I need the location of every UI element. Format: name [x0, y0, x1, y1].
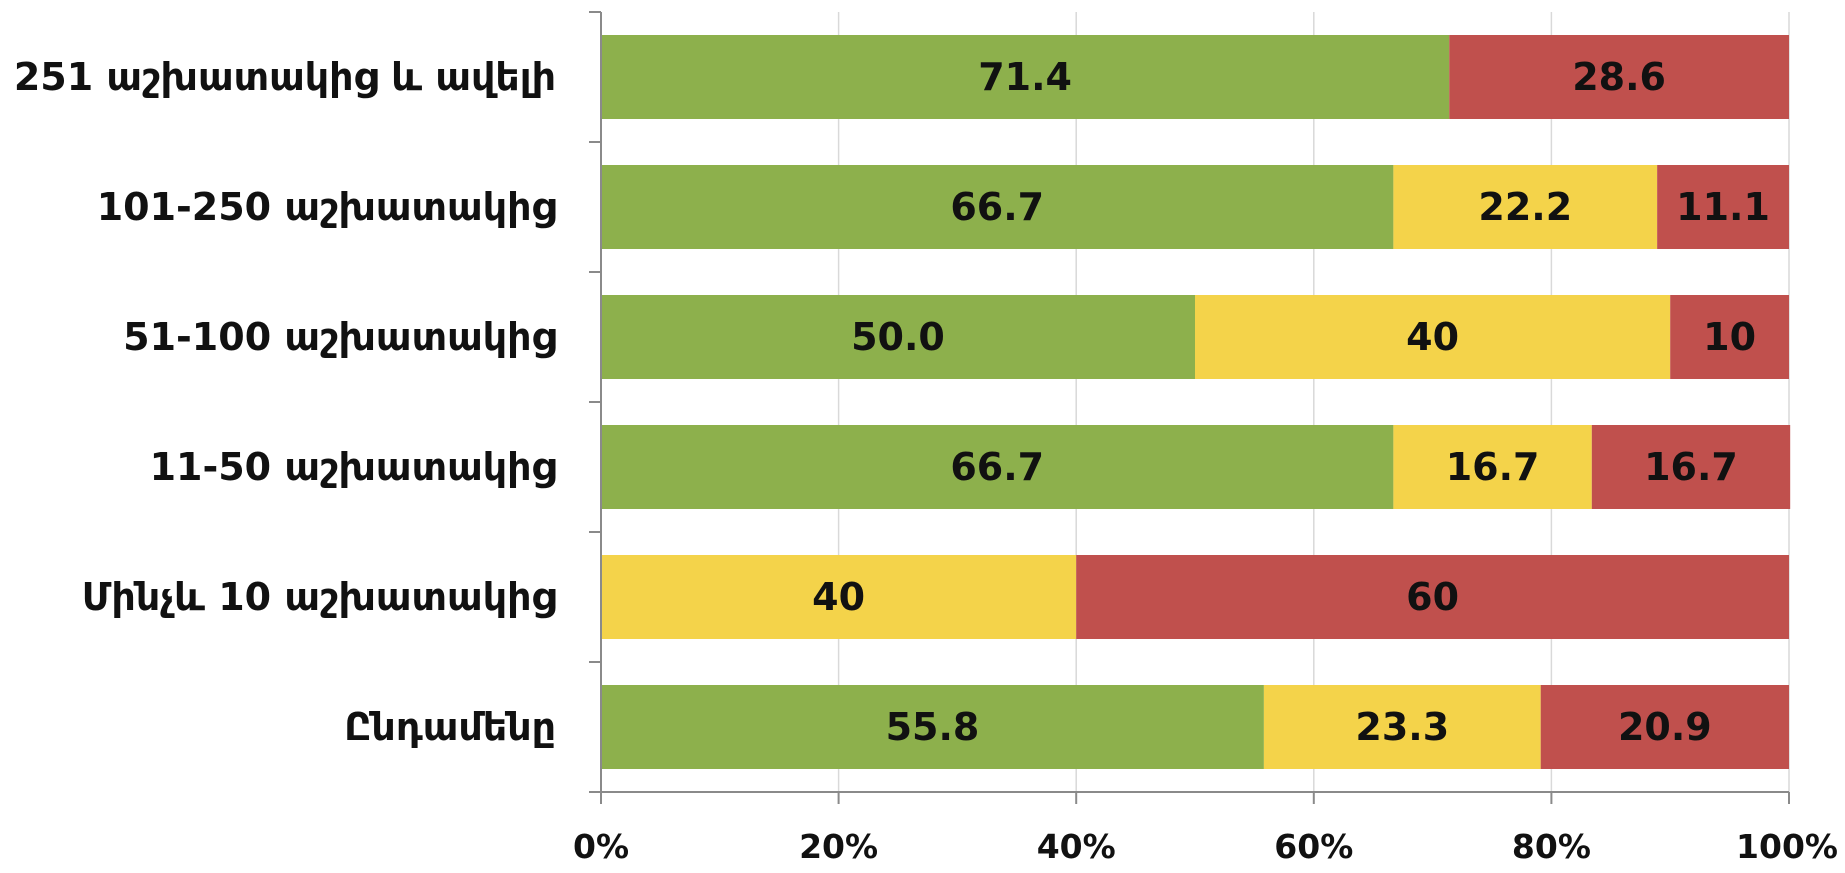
bar-segment — [601, 425, 1394, 509]
x-tick-label: 80% — [1512, 827, 1591, 866]
category-label: 51-100 աշխատակից — [123, 315, 556, 359]
data-label: 28.6 — [1572, 55, 1666, 99]
bar-segment — [601, 295, 1195, 379]
bar-segment — [1591, 425, 1791, 509]
category-label: 251 աշխատակից և ավելի — [14, 55, 556, 99]
data-label: 71.4 — [978, 55, 1072, 99]
bar-segment — [1540, 685, 1789, 769]
category-label: 101-250 աշխատակից — [97, 185, 556, 229]
data-label: 40 — [1406, 315, 1459, 359]
data-label: 50.0 — [851, 315, 945, 359]
bar-segment — [601, 555, 1077, 639]
bars — [601, 35, 1791, 769]
data-label: 60 — [1406, 575, 1459, 619]
data-label: 16.7 — [1644, 445, 1738, 489]
x-tick-label: 60% — [1274, 827, 1353, 866]
labels: 71.4 28.6 251 աշխատակից և ավելի 66.7 22.2 11.… — [14, 55, 1838, 866]
data-label: 22.2 — [1478, 185, 1572, 229]
bar-segment — [601, 35, 1450, 119]
bar-segment — [1263, 685, 1541, 769]
data-label: 66.7 — [950, 445, 1044, 489]
bar-segment — [1657, 165, 1789, 249]
data-label: 55.8 — [886, 705, 980, 749]
x-tick-label: 20% — [799, 827, 878, 866]
data-label: 40 — [812, 575, 865, 619]
bar-segment — [1670, 295, 1789, 379]
data-label: 11.1 — [1676, 185, 1770, 229]
x-tick-label: 100% — [1736, 827, 1838, 866]
data-label: 23.3 — [1355, 705, 1449, 749]
data-label: 16.7 — [1446, 445, 1540, 489]
data-label: 10 — [1703, 315, 1756, 359]
bar-segment — [601, 165, 1394, 249]
bar-segment — [1393, 425, 1592, 509]
category-label: 11-50 աշխատակից — [150, 445, 556, 489]
bar-segment — [1076, 555, 1789, 639]
bar-segment — [601, 685, 1264, 769]
x-tick-label: 40% — [1037, 827, 1116, 866]
data-label: 66.7 — [950, 185, 1044, 229]
category-label: Մինչև 10 աշխատակից — [82, 575, 556, 619]
gridlines — [837, 12, 1790, 792]
data-label: 20.9 — [1618, 705, 1712, 749]
bar-segment — [1393, 165, 1658, 249]
bar-segment — [1195, 295, 1671, 379]
bar-segment — [1449, 35, 1789, 119]
x-tick-label: 0% — [573, 827, 629, 866]
axes — [589, 11, 1790, 804]
category-label: Ընդամենը — [344, 705, 556, 749]
